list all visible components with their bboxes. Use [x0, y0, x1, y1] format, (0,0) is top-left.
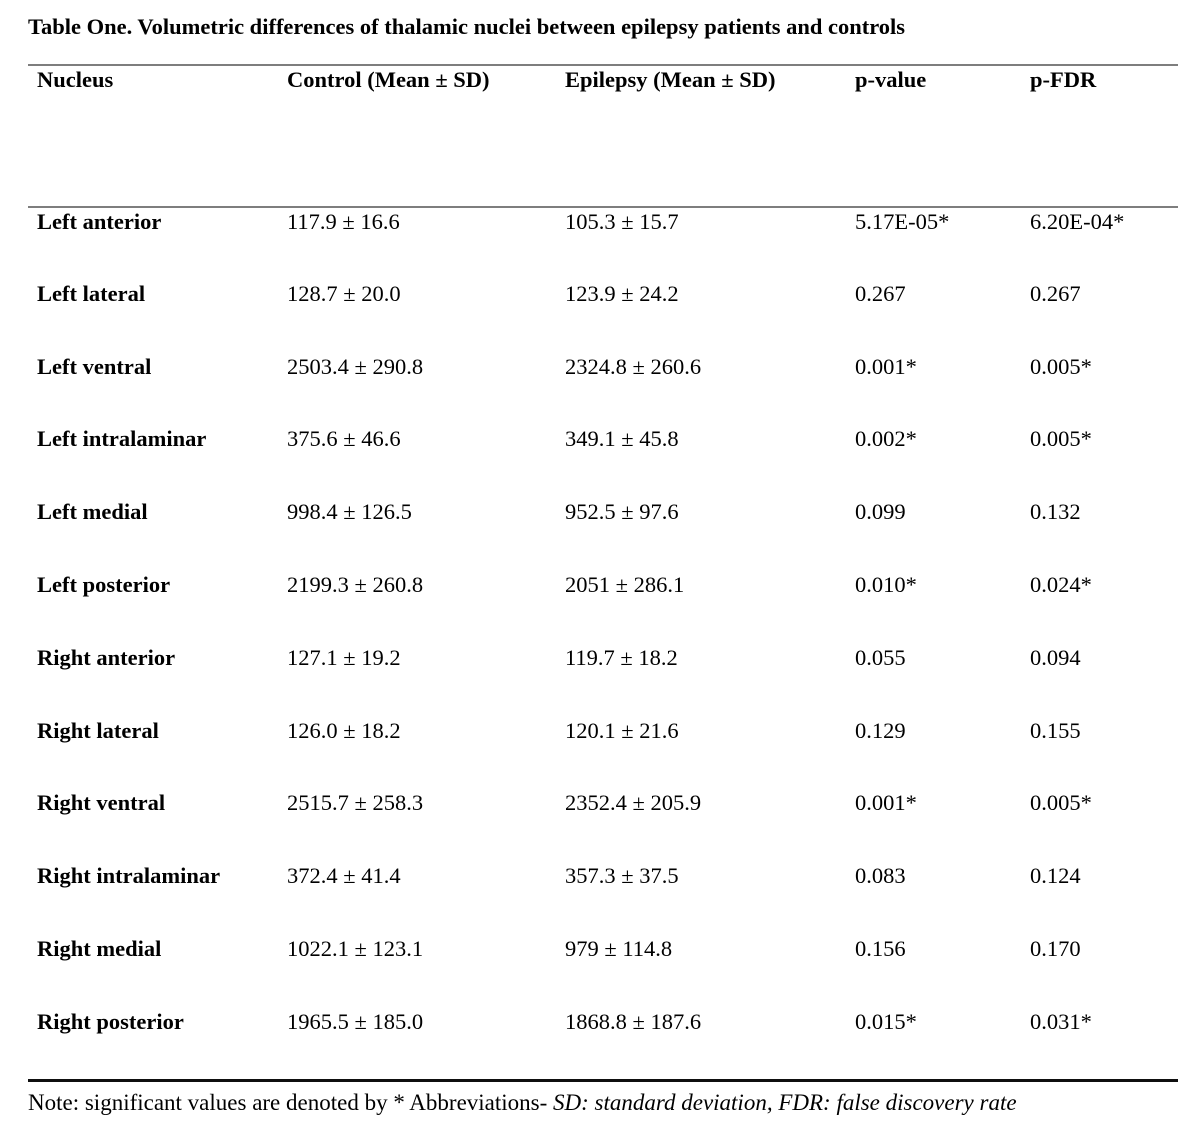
cell-nucleus: Left anterior [37, 209, 162, 234]
cell-nucleus: Right intralaminar [37, 863, 221, 889]
cell-control-mean-sd: 126.0 ± 18.2 [287, 717, 401, 743]
cell-p-fdr: 0.024* [1030, 571, 1092, 597]
table-row: Right medial 1022.1 ± 123.1 979 ± 114.8 0.1… [28, 935, 1178, 1008]
header-epilepsy: Epilepsy (Mean ± SD) [556, 65, 846, 208]
cell-p-value: 0.015* [855, 1008, 917, 1034]
cell-epilepsy-mean-sd: 2051 ± 286.1 [565, 571, 685, 597]
cell-p-value: 0.055 [855, 644, 906, 670]
cell-p-fdr: 0.155 [1030, 717, 1081, 743]
cell-epilepsy-mean-sd: 349.1 ± 45.8 [565, 426, 679, 452]
cell-p-value: 0.083 [855, 863, 906, 889]
cell-p-fdr: 0.132 [1030, 499, 1081, 525]
cell-epilepsy-mean-sd: 123.9 ± 24.2 [565, 280, 679, 306]
cell-nucleus: Right anterior [37, 644, 176, 670]
cell-control-mean-sd: 2515.7 ± 258.3 [287, 790, 424, 816]
cell-p-value: 0.010* [855, 571, 917, 597]
table-row: Right lateral 126.0 ± 18.2 120.1 ± 21.6 0.1… [28, 717, 1178, 790]
table-row: Left medial 998.4 ± 126.5 952.5 ± 97.6 0.09… [28, 498, 1178, 571]
cell-p-value: 0.002* [855, 426, 917, 452]
table-row: Right anterior 127.1 ± 19.2 119.7 ± 18.2 0.… [28, 644, 1178, 717]
cell-epilepsy-mean-sd: 952.5 ± 97.6 [565, 499, 679, 525]
cell-p-fdr: 6.20E-04* [1030, 209, 1125, 234]
cell-p-value: 5.17E-05* [855, 209, 950, 234]
cell-p-fdr: 0.267 [1030, 280, 1081, 306]
cell-control-mean-sd: 117.9 ± 16.6 [287, 209, 400, 234]
table-row: Right ventral 2515.7 ± 258.3 2352.4 ± 205.… [28, 789, 1178, 862]
cell-p-value: 0.156 [855, 935, 906, 961]
document-page: Table One. Volumetric differences of tha… [28, 14, 1178, 1117]
cell-p-fdr: 0.031* [1030, 1008, 1092, 1034]
cell-control-mean-sd: 1965.5 ± 185.0 [287, 1008, 424, 1034]
cell-p-value: 0.267 [855, 280, 906, 306]
table-row: Left lateral 128.7 ± 20.0 123.9 ± 24.2 0.26… [28, 280, 1178, 353]
note-regular-text: Note: significant values are denoted by … [28, 1090, 554, 1116]
table-row: Right intralaminar 372.4 ± 41.4 357.3 ± 37… [28, 862, 1178, 935]
cell-nucleus: Right posterior [37, 1008, 184, 1034]
cell-p-fdr: 0.170 [1030, 935, 1081, 961]
cell-control-mean-sd: 127.1 ± 19.2 [287, 644, 401, 670]
cell-control-mean-sd: 372.4 ± 41.4 [287, 863, 401, 889]
table-row: Right posterior 1965.5 ± 185.0 1868.8 ± 18… [28, 1008, 1178, 1081]
table-row: Left posterior 2199.3 ± 260.8 2051 ± 286.1… [28, 571, 1178, 644]
table-header: Nucleus Control (Mean ± SD) Epilepsy (Me… [28, 65, 1178, 208]
table-row: Left ventral 2503.4 ± 290.8 2324.8 ± 260.6… [28, 353, 1178, 426]
cell-nucleus: Left lateral [37, 280, 146, 306]
header-control: Control (Mean ± SD) [278, 65, 556, 208]
header-p-fdr: p-FDR [1021, 65, 1178, 208]
cell-epilepsy-mean-sd: 2324.8 ± 260.6 [565, 353, 702, 379]
header-nucleus: Nucleus [28, 65, 278, 208]
cell-p-fdr: 0.005* [1030, 790, 1092, 816]
cell-control-mean-sd: 375.6 ± 46.6 [287, 426, 401, 452]
cell-nucleus: Left medial [37, 499, 148, 525]
cell-epilepsy-mean-sd: 1868.8 ± 187.6 [565, 1008, 702, 1034]
cell-nucleus: Right ventral [37, 790, 166, 816]
cell-control-mean-sd: 998.4 ± 126.5 [287, 499, 412, 525]
cell-epilepsy-mean-sd: 120.1 ± 21.6 [565, 717, 679, 743]
cell-epilepsy-mean-sd: 357.3 ± 37.5 [565, 863, 679, 889]
cell-control-mean-sd: 2199.3 ± 260.8 [287, 571, 424, 597]
cell-nucleus: Left posterior [37, 571, 171, 597]
table-row: Left intralaminar 375.6 ± 46.6 349.1 ± 45.… [28, 425, 1178, 498]
cell-p-fdr: 0.094 [1030, 644, 1081, 670]
note-italic-text: SD: standard deviation, FDR: false disco… [553, 1090, 1017, 1116]
cell-control-mean-sd: 128.7 ± 20.0 [287, 280, 401, 306]
cell-epilepsy-mean-sd: 979 ± 114.8 [565, 935, 673, 961]
header-p-value: p-value [846, 65, 1021, 208]
cell-p-value: 0.001* [855, 353, 917, 379]
cell-epilepsy-mean-sd: 119.7 ± 18.2 [565, 644, 678, 670]
cell-nucleus: Right lateral [37, 717, 159, 743]
cell-nucleus: Left ventral [37, 353, 152, 379]
cell-epilepsy-mean-sd: 105.3 ± 15.7 [565, 209, 679, 234]
cell-nucleus: Left intralaminar [37, 426, 207, 452]
cell-p-value: 0.001* [855, 790, 917, 816]
cell-control-mean-sd: 1022.1 ± 123.1 [287, 935, 424, 961]
cell-p-fdr: 0.005* [1030, 426, 1092, 452]
header-row: Nucleus Control (Mean ± SD) Epilepsy (Me… [28, 65, 1178, 208]
cell-nucleus: Right medial [37, 935, 162, 961]
cell-control-mean-sd: 2503.4 ± 290.8 [287, 353, 424, 379]
cell-p-value: 0.099 [855, 499, 906, 525]
cell-p-fdr: 0.005* [1030, 353, 1092, 379]
cell-p-value: 0.129 [855, 717, 906, 743]
cell-epilepsy-mean-sd: 2352.4 ± 205.9 [565, 790, 702, 816]
cell-p-fdr: 0.124 [1030, 863, 1081, 889]
table-title: Table One. Volumetric differences of tha… [28, 14, 906, 39]
table-body: Left anterior 117.9 ± 16.6 105.3 ± 15.7 5.1… [28, 207, 1178, 1081]
volumetric-table: Nucleus Control (Mean ± SD) Epilepsy (Me… [28, 64, 1178, 1083]
table-row: Left anterior 117.9 ± 16.6 105.3 ± 15.7 5.1… [28, 207, 1178, 280]
table-note: Note: significant values are denoted by … [28, 1088, 1178, 1117]
